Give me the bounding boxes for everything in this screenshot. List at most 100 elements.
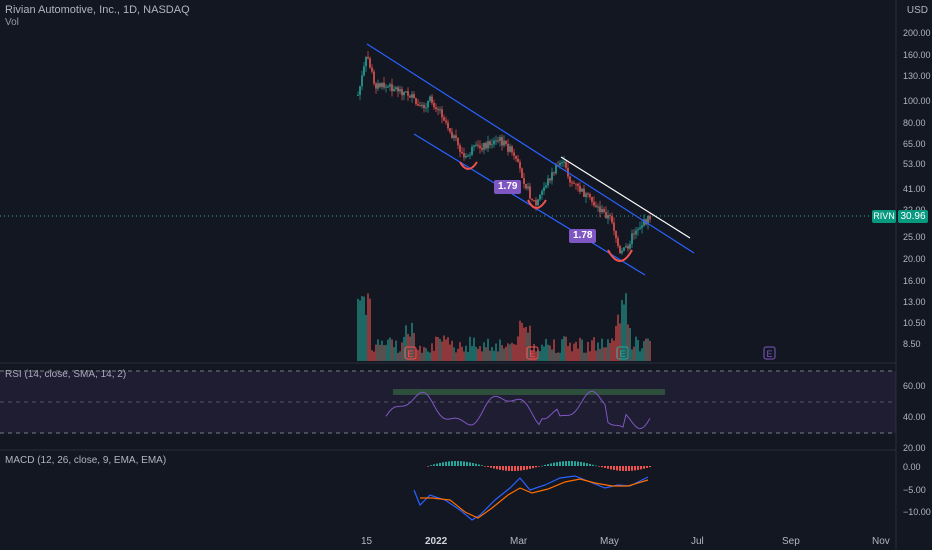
price-axis[interactable]: 200.00 160.00 130.00 100.00 80.00 65.00 …: [903, 28, 931, 349]
candle-body: [615, 230, 617, 239]
volume-bar: [509, 344, 511, 361]
candle-body: [499, 137, 501, 141]
volume-bar: [549, 345, 551, 361]
volume-bar: [363, 296, 365, 361]
price-tick: 160.00: [903, 50, 931, 60]
volume-bar: [605, 347, 607, 361]
volume-bar: [581, 339, 583, 361]
candle-body: [491, 144, 493, 146]
time-tick: 15: [361, 536, 373, 547]
candle-body: [527, 186, 529, 189]
volume-bar: [443, 335, 445, 361]
candle-body: [441, 109, 443, 118]
macd-hist-bar: [460, 461, 462, 466]
volume-bar: [369, 298, 371, 361]
candle-body: [375, 83, 377, 89]
volume-bar: [489, 350, 491, 361]
volume-bar: [383, 345, 385, 361]
earnings-marker-upcoming[interactable]: E: [763, 346, 776, 360]
candle-body: [603, 209, 605, 213]
channel-lower-line[interactable]: [413, 133, 646, 276]
volume-bar: [645, 338, 647, 361]
volume-bar: [639, 351, 641, 361]
macd-hist-bar: [499, 466, 501, 470]
volume-bar: [589, 351, 591, 361]
volume-bar: [519, 320, 521, 361]
macd-hist-bar: [463, 461, 465, 466]
macd-hist-bar: [454, 461, 456, 466]
signal-line: [420, 478, 649, 519]
macd-hist-bar: [529, 466, 531, 469]
candle-body: [451, 131, 453, 138]
macd-hist-bar: [565, 461, 567, 466]
candle-body: [545, 185, 547, 188]
volume-bar: [421, 352, 423, 361]
volume-bar: [423, 346, 425, 361]
candle-body: [607, 215, 609, 219]
volume-bar: [593, 337, 595, 361]
macd-legend: MACD (12, 26, close, 9, EMA, EMA): [5, 455, 167, 466]
price-tick: 130.00: [903, 71, 931, 81]
candle-body: [647, 216, 649, 225]
candle-body: [561, 162, 563, 164]
macd-tick: 0.00: [903, 462, 921, 472]
volume-bar: [487, 338, 489, 361]
macd-hist-bar: [646, 466, 648, 468]
candle-body: [563, 161, 565, 163]
macd-axis[interactable]: 0.00 −5.00 −10.00: [903, 462, 931, 517]
candle-body: [577, 183, 579, 186]
currency-label: USD: [906, 5, 928, 16]
macd-hist-bar: [559, 461, 561, 466]
volume-bar: [455, 352, 457, 361]
volume-bar: [401, 342, 403, 361]
volume-bar: [609, 342, 611, 361]
candle-body: [485, 143, 487, 149]
macd-hist-bar: [604, 466, 606, 468]
candle-body: [483, 143, 485, 150]
candle-body: [581, 188, 583, 192]
resistance-trendline[interactable]: [560, 156, 691, 239]
rsi-axis[interactable]: 60.00 40.00 20.00: [903, 381, 926, 453]
candle-body: [573, 182, 575, 184]
channel-upper-line[interactable]: [366, 43, 695, 254]
macd-hist-bar: [466, 461, 468, 466]
ratio-label-1[interactable]: 1.79: [494, 180, 522, 194]
macd-hist-bar: [505, 466, 507, 471]
candle-body: [519, 162, 521, 169]
volume-bar: [473, 337, 475, 361]
volume-bar: [579, 337, 581, 361]
candle-body: [363, 66, 365, 76]
candle-body: [639, 227, 641, 230]
macd-hist-bar: [568, 461, 570, 466]
macd-hist-bar: [628, 466, 630, 471]
candle-body: [425, 107, 427, 109]
candle-body: [479, 145, 481, 148]
candle-body: [635, 230, 637, 235]
volume-bar: [371, 350, 373, 361]
earnings-marker-3[interactable]: E: [616, 346, 629, 360]
cup-arc-2[interactable]: [527, 199, 547, 209]
volume-bar: [419, 345, 421, 361]
candle-body: [421, 104, 423, 107]
volume-bar: [475, 346, 477, 361]
volume-bar: [633, 346, 635, 361]
cup-arc-1[interactable]: [459, 161, 478, 170]
earnings-marker-2[interactable]: E: [526, 346, 539, 360]
volume-bar: [595, 350, 597, 361]
candle-body: [497, 140, 499, 142]
candle-body: [495, 140, 497, 142]
volume-bar: [577, 348, 579, 361]
macd-hist-bar: [640, 466, 642, 470]
svg-text:E: E: [766, 349, 772, 359]
volume-bar: [395, 340, 397, 361]
time-axis[interactable]: 15 2022 Mar May Jul Sep Nov: [361, 536, 890, 547]
volume-bar: [403, 336, 405, 361]
ratio-label-2[interactable]: 1.78: [569, 229, 597, 243]
earnings-marker-1[interactable]: E: [404, 346, 417, 360]
volume-bar: [545, 338, 547, 361]
cup-arc-3[interactable]: [607, 249, 633, 262]
candle-body: [521, 168, 523, 178]
candle-body: [481, 147, 483, 150]
time-tick: Nov: [872, 536, 890, 547]
